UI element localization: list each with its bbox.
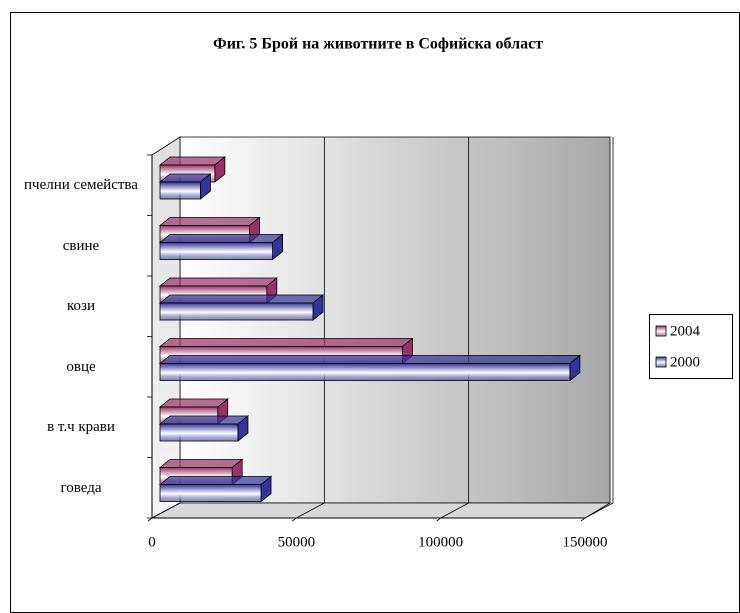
bar-top: [158, 338, 414, 347]
x-tick-label: 100000: [418, 534, 463, 550]
bar-top: [158, 217, 261, 226]
floor: [151, 502, 612, 519]
bar-front: [159, 484, 262, 502]
x-tick: [151, 502, 181, 519]
bar: [158, 233, 284, 261]
y-tick-label: в т.ч крави: [47, 419, 115, 436]
chart-title: Фиг. 5 Брой на животните в Софийска обла…: [213, 36, 543, 53]
bar: [158, 475, 273, 503]
legend: 2004 2000: [649, 314, 733, 379]
bar-front: [159, 363, 571, 381]
bar-top: [158, 398, 229, 408]
x-tick-label: 0: [148, 534, 156, 550]
bar-front: [159, 181, 201, 200]
bar-top: [158, 476, 273, 485]
x-tick: [440, 502, 469, 519]
bar-top: [158, 459, 244, 468]
x-tick: [147, 517, 153, 522]
legend-label: 2004: [670, 323, 701, 339]
legend-swatch: [655, 325, 667, 337]
bar-front: [159, 242, 273, 260]
bar-front: [159, 302, 314, 321]
bar: [158, 294, 325, 321]
legend-box: [649, 314, 733, 379]
bar-front: [159, 423, 239, 442]
x-tick: [296, 502, 325, 519]
bar-top: [158, 277, 278, 287]
bar-top: [158, 415, 250, 425]
y-tick-label: овце: [66, 358, 96, 375]
legend-label: 2000: [670, 354, 700, 370]
bar: [158, 354, 582, 382]
legend-swatch: [655, 356, 667, 368]
bar: [158, 173, 212, 200]
y-tick-label: свине: [62, 237, 100, 254]
bar-top: [158, 294, 325, 304]
x-tick-label: 150000: [563, 534, 608, 550]
x-tick-label: 50000: [278, 534, 316, 550]
bar-top: [158, 355, 582, 364]
x-tick: [584, 502, 614, 519]
bar-top: [158, 156, 226, 166]
y-tick-label: говеда: [60, 479, 102, 496]
y-tick-label: пчелни семейства: [24, 177, 138, 194]
bar: [158, 415, 250, 442]
y-tick-label: кози: [67, 298, 95, 315]
bar-top: [158, 234, 284, 243]
